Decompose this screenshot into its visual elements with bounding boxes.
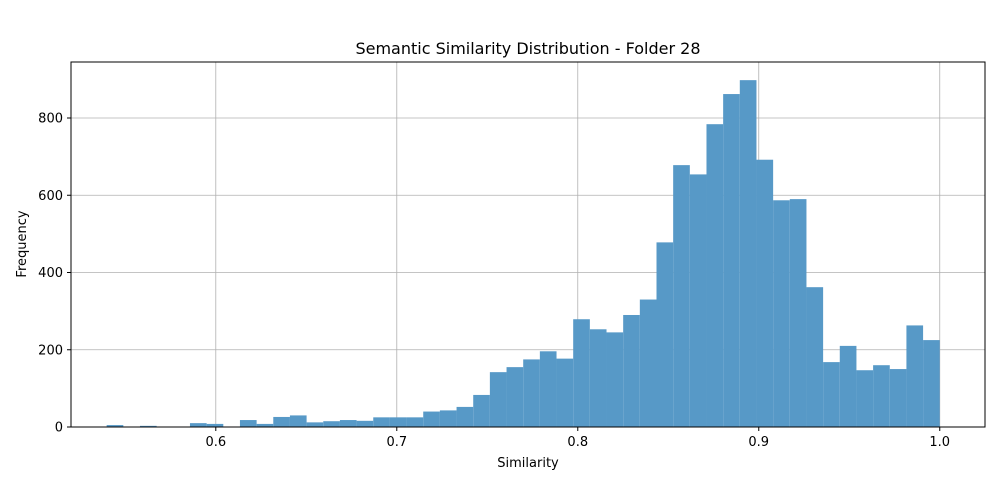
histogram-bar [139, 425, 157, 427]
histogram-bar [456, 406, 474, 427]
histogram-bar [806, 287, 824, 427]
y-tick-label: 800 [38, 112, 63, 127]
x-tick-label: 0.8 [567, 435, 588, 450]
x-axis-ticks: 0.6 0.7 0.8 0.9 1.0 [205, 427, 950, 450]
x-tick-label: 0.9 [748, 435, 769, 450]
histogram-bar [356, 420, 374, 427]
x-tick-label: 0.7 [386, 435, 407, 450]
histogram-bar [473, 394, 490, 427]
histogram-bar [739, 80, 757, 427]
histogram-bar [439, 410, 457, 427]
histogram-bar [706, 124, 724, 428]
chart-title: Semantic Similarity Distribution - Folde… [355, 39, 700, 58]
histogram-bar [656, 242, 674, 427]
histogram-bar [206, 423, 224, 427]
histogram-bar [906, 325, 924, 427]
histogram-bar [423, 411, 440, 427]
histogram-bar [273, 416, 290, 427]
x-tick-label: 1.0 [929, 435, 950, 450]
histogram-bar [389, 417, 407, 427]
histogram-bar [339, 420, 357, 427]
histogram-bar [539, 351, 557, 427]
x-tick-label: 0.6 [205, 435, 226, 450]
x-axis-label: Similarity [497, 456, 559, 471]
histogram-bar [506, 367, 524, 427]
histogram-bar [673, 165, 690, 427]
histogram-bar [856, 370, 874, 427]
histogram-bar [606, 332, 624, 427]
histogram-bar [889, 369, 907, 427]
histogram-bar [639, 299, 657, 427]
histogram-bar [589, 329, 607, 427]
y-tick-label: 400 [38, 266, 63, 281]
histogram-bar [689, 174, 707, 427]
y-tick-label: 200 [38, 343, 63, 358]
histogram-bar [573, 319, 590, 427]
histogram-bar [289, 415, 307, 427]
histogram-bar [523, 359, 540, 427]
histogram-bar [489, 372, 507, 427]
histogram-bar [323, 421, 340, 427]
bars [106, 80, 940, 428]
histogram-bar [723, 94, 740, 428]
histogram-bar [873, 365, 890, 427]
y-axis-ticks: 0 200 400 600 800 [38, 112, 71, 436]
histogram-bar [839, 345, 857, 427]
y-tick-label: 600 [38, 189, 63, 204]
histogram-bar [106, 425, 124, 427]
histogram-bar [789, 199, 807, 427]
histogram-bar [623, 314, 640, 427]
histogram-bar [189, 423, 207, 427]
plot-frame [70, 61, 986, 428]
histogram-bar [373, 417, 390, 427]
histogram-bar [256, 423, 274, 427]
y-tick-label: 0 [55, 421, 63, 436]
histogram-bar [823, 362, 840, 427]
y-axis-label: Frequency [15, 210, 30, 277]
histogram-bar [406, 417, 424, 427]
histogram-bar [773, 200, 790, 427]
histogram-bar [239, 420, 257, 427]
histogram-bar [756, 159, 774, 427]
histogram-bar [556, 358, 574, 427]
histogram-bar [306, 422, 324, 427]
histogram-bar [923, 340, 940, 427]
